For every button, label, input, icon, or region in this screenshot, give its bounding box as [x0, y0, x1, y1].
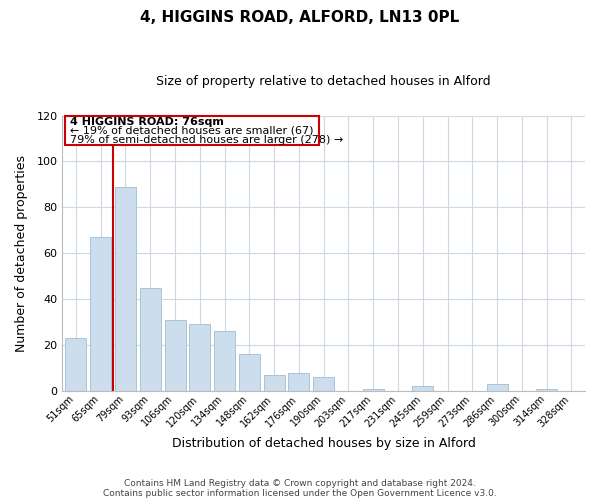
Bar [115, 186, 136, 391]
Bar [362, 388, 384, 391]
FancyBboxPatch shape [65, 116, 319, 146]
Text: Contains public sector information licensed under the Open Government Licence v3: Contains public sector information licen… [103, 488, 497, 498]
Bar [263, 375, 284, 391]
Bar [214, 332, 235, 391]
Text: 4, HIGGINS ROAD, ALFORD, LN13 0PL: 4, HIGGINS ROAD, ALFORD, LN13 0PL [140, 10, 460, 25]
Y-axis label: Number of detached properties: Number of detached properties [15, 155, 28, 352]
Text: 4 HIGGINS ROAD: 76sqm: 4 HIGGINS ROAD: 76sqm [70, 116, 224, 126]
X-axis label: Distribution of detached houses by size in Alford: Distribution of detached houses by size … [172, 437, 476, 450]
Bar [65, 338, 86, 391]
Bar [289, 372, 310, 391]
Bar [536, 388, 557, 391]
Bar [239, 354, 260, 391]
Bar [313, 377, 334, 391]
Bar [140, 288, 161, 391]
Bar [189, 324, 211, 391]
Bar [487, 384, 508, 391]
Title: Size of property relative to detached houses in Alford: Size of property relative to detached ho… [157, 75, 491, 88]
Bar [412, 386, 433, 391]
Bar [90, 237, 111, 391]
Text: ← 19% of detached houses are smaller (67): ← 19% of detached houses are smaller (67… [70, 126, 313, 136]
Text: 79% of semi-detached houses are larger (278) →: 79% of semi-detached houses are larger (… [70, 135, 343, 145]
Bar [164, 320, 185, 391]
Text: Contains HM Land Registry data © Crown copyright and database right 2024.: Contains HM Land Registry data © Crown c… [124, 478, 476, 488]
